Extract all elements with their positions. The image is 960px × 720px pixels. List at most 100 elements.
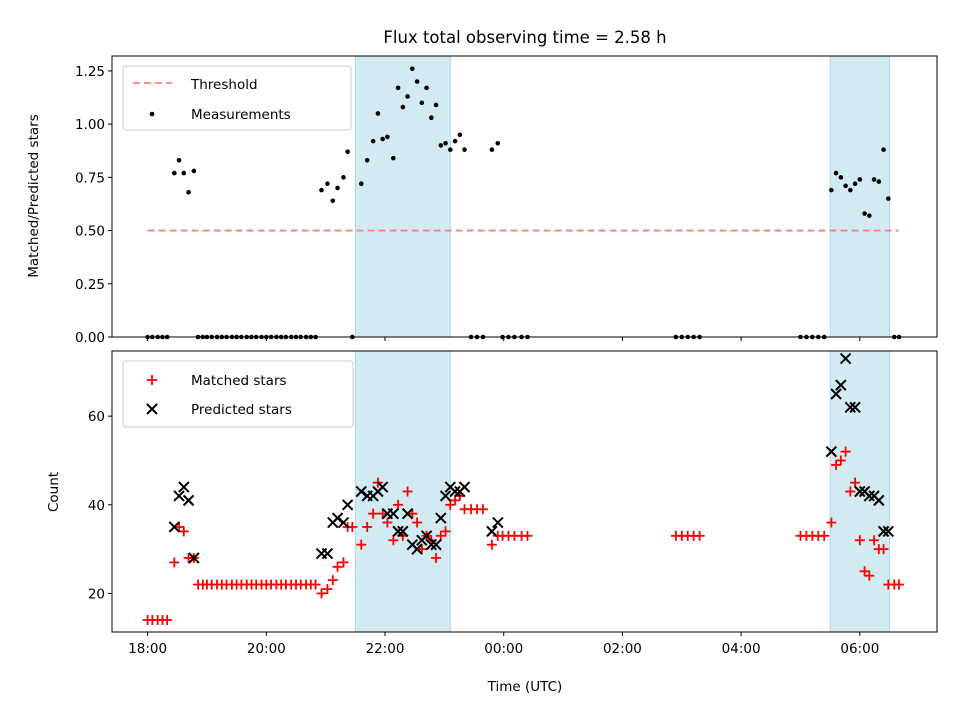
measurement-point — [798, 334, 803, 340]
predicted-star-point — [835, 379, 847, 391]
measurement-point — [867, 213, 872, 218]
measurement-point — [370, 138, 376, 144]
measurement-point — [480, 334, 486, 340]
matched-star-point — [835, 455, 846, 466]
matched-star-point — [440, 526, 451, 537]
matched-star-point — [362, 521, 373, 532]
measurement-point — [506, 334, 511, 340]
measurement-point — [810, 334, 815, 340]
measurement-point — [525, 334, 530, 340]
matched-star-point — [332, 561, 343, 572]
measurement-point — [264, 334, 269, 340]
predicted-star-point — [401, 507, 414, 520]
measurement-point — [253, 334, 259, 340]
chart-title: Flux total observing time = 2.58 h — [383, 28, 666, 47]
predicted-star-point — [873, 494, 885, 507]
measurement-point — [414, 79, 420, 84]
shaded-interval — [354, 55, 451, 338]
matched-star-point — [356, 539, 367, 550]
matched-star-point — [393, 499, 404, 510]
measurement-point — [500, 334, 505, 340]
measurement-point — [358, 181, 364, 187]
legend-box — [122, 65, 352, 131]
measurement-point — [325, 181, 330, 187]
measurement-point — [145, 334, 150, 340]
matched-star-point — [826, 517, 837, 528]
measurement-point — [679, 334, 685, 340]
x-tick-label: 02:00 — [603, 641, 642, 657]
x-stroke-b — [825, 445, 838, 458]
matched-star-point — [316, 588, 327, 599]
predicted-star-point — [425, 538, 438, 551]
x-stroke-b — [854, 485, 866, 498]
matched-star-point — [831, 459, 842, 470]
matched-star-point — [445, 499, 456, 510]
measurement-point — [172, 170, 177, 176]
measurement-point — [468, 334, 474, 340]
measurement-point — [429, 115, 434, 121]
matched-star-point — [412, 517, 423, 528]
predicted-star-point — [439, 490, 452, 502]
predicted-star-point — [168, 521, 181, 533]
matched-star-point — [368, 508, 379, 519]
measurement-point — [852, 181, 858, 187]
predicted-star-point — [458, 481, 471, 493]
measurement-point — [164, 334, 170, 340]
measurement-point — [685, 334, 691, 340]
x-stroke-b — [863, 490, 876, 502]
matched-star-point — [174, 521, 185, 532]
measurement-point — [274, 334, 279, 340]
x-tick-label: 22:00 — [366, 641, 405, 657]
predicted-star-point — [854, 485, 866, 498]
measurement-point — [209, 334, 215, 340]
measurement-point — [424, 85, 429, 91]
measurement-point — [150, 334, 155, 340]
measurement-point — [186, 189, 191, 195]
bottom-y-axis-label: Count — [46, 472, 62, 512]
x-stroke-b — [839, 352, 852, 365]
x-stroke-b — [146, 403, 158, 415]
predicted-star-point — [492, 516, 504, 529]
x-stroke-b — [486, 525, 498, 538]
measurement-point — [843, 183, 848, 189]
x-stroke-b — [341, 499, 354, 511]
measurement-point — [224, 334, 229, 340]
shaded-interval — [829, 55, 891, 338]
matched-star-point — [322, 584, 333, 595]
legend-measurements-swatch — [149, 111, 155, 117]
measurement-point — [881, 147, 886, 152]
x-stroke-b — [168, 521, 181, 533]
predicted-star-point — [392, 525, 404, 538]
measurement-point — [448, 147, 453, 152]
matched-star-point — [178, 526, 189, 537]
measurement-point — [181, 170, 187, 176]
x-stroke-b — [844, 401, 857, 413]
matched-star-point — [854, 535, 865, 546]
measurement-point — [249, 334, 254, 340]
measurement-point — [495, 140, 501, 146]
matched-star-point — [377, 508, 388, 519]
measurement-point — [244, 334, 250, 340]
predicted-star-point — [397, 525, 409, 538]
measurement-point — [391, 155, 396, 161]
matched-star-point — [169, 557, 180, 568]
x-stroke-b — [849, 401, 861, 413]
matched-star-point — [878, 544, 889, 555]
x-stroke-b — [387, 507, 400, 520]
x-stroke-b — [392, 525, 404, 538]
matched-star-point — [407, 508, 418, 519]
y-tick-label: 20 — [88, 586, 105, 602]
y-tick-label: 40 — [88, 498, 105, 514]
matched-star-point — [338, 557, 349, 568]
measurement-point — [400, 104, 406, 110]
y-tick-label: 0.50 — [75, 224, 105, 240]
matched-star-point — [694, 530, 705, 541]
measurement-point — [350, 334, 355, 340]
measurement-point — [405, 94, 410, 99]
x-stroke-b — [178, 481, 190, 493]
measurement-point — [862, 211, 867, 216]
x-stroke-b — [331, 512, 344, 524]
y-tick-label: 0.00 — [75, 330, 105, 346]
matched-star-point — [382, 517, 393, 528]
x-tick-label: 18:00 — [128, 641, 167, 657]
